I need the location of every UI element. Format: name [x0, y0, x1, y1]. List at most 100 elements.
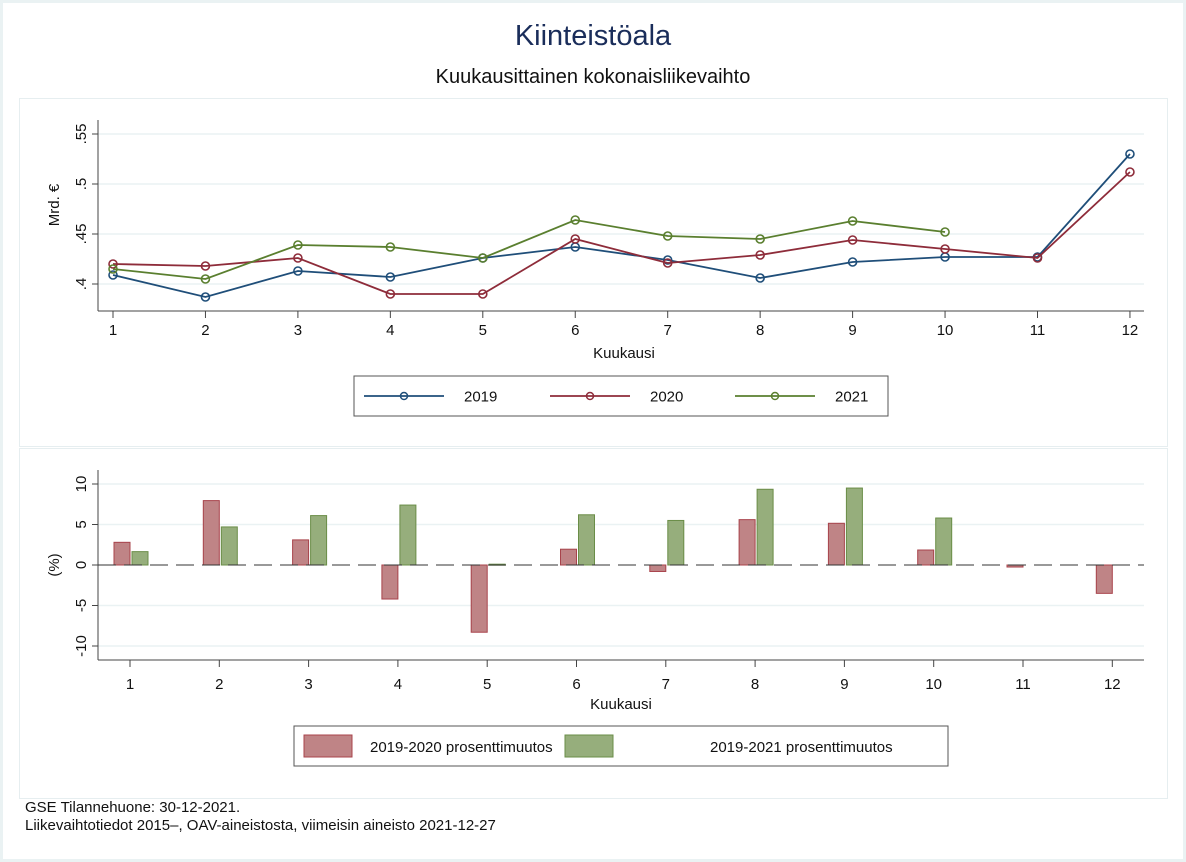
bar-2019-2021 [131, 551, 149, 566]
bar-2019-2020 [381, 564, 399, 600]
data-point-2020 [108, 259, 118, 269]
data-point-2019 [293, 266, 303, 276]
bottom-x-tick-label: 7 [662, 676, 670, 693]
top-x-tick-label: 5 [479, 322, 487, 339]
data-point-2021 [200, 274, 211, 284]
data-point-2021 [570, 215, 581, 225]
bar-2019-2021 [220, 526, 238, 566]
top-y-tick-label: .45 [73, 224, 90, 245]
legend-label-2019: 2019 [464, 389, 497, 406]
bottom-y-tick-label: 5 [73, 520, 90, 528]
data-point-2020 [847, 235, 858, 245]
top-x-tick-label: 8 [756, 322, 764, 339]
bar-2019-2020 [292, 539, 310, 566]
bar-2019-2020 [202, 500, 220, 566]
bar-2019-2020 [470, 564, 488, 633]
bottom-x-tick-label: 3 [304, 676, 312, 693]
data-point-2020 [940, 244, 950, 254]
legend-swatch-2019-2021 [564, 734, 614, 758]
bottom-y-tick-label: -10 [73, 635, 90, 657]
legend-label-2020: 2020 [650, 389, 683, 406]
data-point-2021 [847, 216, 858, 226]
top-y-axis-title: Mrd. € [46, 183, 63, 226]
chart-title: Kiinteistöala [514, 20, 672, 52]
line-series-2019 [112, 153, 1131, 298]
top-y-tick-label: .55 [73, 124, 90, 145]
bar-2019-2020 [113, 541, 131, 566]
data-point-2020 [755, 250, 765, 260]
line-series-2020 [112, 171, 1131, 295]
data-point-2020 [385, 289, 396, 299]
bottom-x-tick-label: 9 [840, 676, 848, 693]
bar-2019-2021 [310, 515, 328, 566]
bottom-x-tick-label: 8 [751, 676, 759, 693]
data-point-2021 [940, 227, 950, 237]
bottom-y-tick-label: 0 [73, 561, 90, 569]
data-point-2020 [1125, 167, 1135, 177]
bar-2019-2021 [578, 514, 595, 566]
data-point-2021 [477, 253, 488, 263]
legend-label-2021: 2021 [835, 389, 868, 406]
legend-label-2019-2021: 2019-2021 prosenttimuutos [710, 739, 893, 756]
bottom-legend-box [293, 725, 949, 767]
line-series-2021 [112, 219, 946, 280]
data-point-2019 [200, 292, 211, 302]
data-point-2020 [570, 234, 581, 244]
bottom-x-tick-label: 1 [126, 676, 134, 693]
bar-2019-2020 [738, 519, 756, 566]
data-point-2020 [1032, 253, 1043, 263]
legend-label-2019-2020: 2019-2020 prosenttimuutos [370, 739, 553, 756]
data-point-2021 [385, 242, 396, 252]
data-point-2019 [847, 257, 858, 267]
bottom-y-axis-title: (%) [46, 553, 63, 576]
data-point-2021 [293, 240, 303, 250]
data-point-2019 [662, 255, 673, 265]
footer-data-note: Liikevaihtotiedot 2015–, OAV-aineistosta… [25, 817, 496, 834]
data-point-2019 [755, 273, 765, 283]
bottom-x-tick-label: 5 [483, 676, 491, 693]
bar-2019-2021 [935, 517, 953, 566]
top-x-axis-title: Kuukausi [593, 345, 655, 362]
bar-2019-2021 [845, 487, 863, 566]
bottom-y-tick-label: -5 [73, 599, 90, 612]
top-x-tick-label: 3 [294, 322, 302, 339]
data-point-2020 [293, 253, 303, 263]
top-x-tick-label: 6 [571, 322, 579, 339]
data-point-2019 [1125, 149, 1135, 159]
bottom-x-tick-label: 11 [1015, 676, 1031, 693]
legend-marker-2021 [770, 391, 780, 401]
bottom-x-axis-title: Kuukausi [590, 696, 652, 713]
bar-2019-2020 [1095, 564, 1113, 594]
data-point-2021 [108, 264, 118, 274]
data-point-2020 [477, 289, 488, 299]
chart-subtitle: Kuukausittainen kokonaisliikevaihto [435, 66, 751, 88]
top-x-tick-label: 9 [848, 322, 856, 339]
top-y-tick-label: .4 [73, 278, 90, 291]
data-point-2021 [662, 231, 673, 241]
bottom-x-tick-label: 10 [925, 676, 942, 693]
bar-2019-2021 [667, 519, 685, 566]
bottom-x-tick-label: 4 [394, 676, 402, 693]
data-point-2020 [200, 261, 211, 271]
bottom-y-tick-label: 10 [73, 476, 90, 493]
bar-2019-2020 [560, 548, 577, 566]
bar-2019-2021 [756, 488, 774, 566]
top-x-tick-label: 1 [109, 322, 117, 339]
top-x-tick-label: 11 [1030, 322, 1046, 339]
top-x-tick-label: 10 [937, 322, 954, 339]
top-x-tick-label: 4 [386, 322, 394, 339]
bottom-x-tick-label: 2 [215, 676, 223, 693]
bar-2019-2020 [917, 549, 935, 566]
legend-marker-2020 [585, 391, 595, 401]
bottom-x-tick-label: 12 [1104, 676, 1121, 693]
top-x-tick-label: 7 [664, 322, 672, 339]
bar-2019-2021 [399, 504, 417, 566]
bottom-x-tick-label: 6 [572, 676, 580, 693]
bar-2019-2020 [649, 564, 667, 572]
top-y-tick-label: .5 [73, 178, 90, 191]
footer-source-line: GSE Tilannehuone: 30-12-2021. [25, 799, 241, 816]
data-point-2019 [385, 272, 396, 282]
data-point-2021 [755, 234, 765, 244]
data-point-2020 [662, 258, 673, 268]
